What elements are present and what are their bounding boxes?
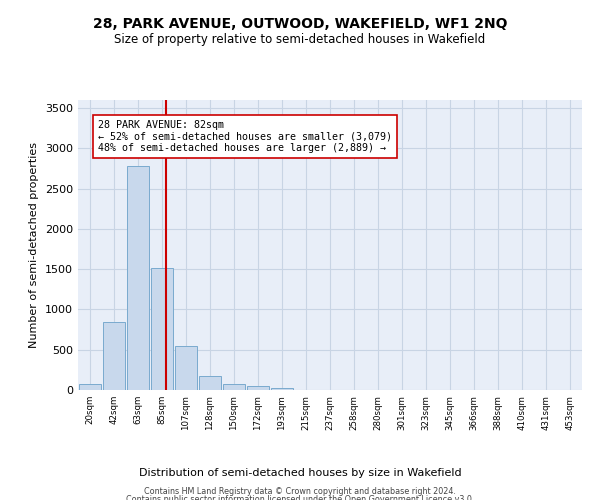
Text: Size of property relative to semi-detached houses in Wakefield: Size of property relative to semi-detach… [115, 32, 485, 46]
Bar [199, 376, 221, 390]
Text: Distribution of semi-detached houses by size in Wakefield: Distribution of semi-detached houses by … [139, 468, 461, 477]
Bar [103, 322, 125, 390]
Bar [79, 384, 101, 390]
Text: Contains public sector information licensed under the Open Government Licence v3: Contains public sector information licen… [126, 495, 474, 500]
Bar [247, 386, 269, 390]
Text: 28 PARK AVENUE: 82sqm
← 52% of semi-detached houses are smaller (3,079)
48% of s: 28 PARK AVENUE: 82sqm ← 52% of semi-deta… [98, 120, 392, 154]
Bar [175, 346, 197, 390]
Bar [127, 166, 149, 390]
Text: Contains HM Land Registry data © Crown copyright and database right 2024.: Contains HM Land Registry data © Crown c… [144, 488, 456, 496]
Bar [223, 384, 245, 390]
Bar [271, 388, 293, 390]
Y-axis label: Number of semi-detached properties: Number of semi-detached properties [29, 142, 40, 348]
Bar [151, 268, 173, 390]
Text: 28, PARK AVENUE, OUTWOOD, WAKEFIELD, WF1 2NQ: 28, PARK AVENUE, OUTWOOD, WAKEFIELD, WF1… [93, 18, 507, 32]
